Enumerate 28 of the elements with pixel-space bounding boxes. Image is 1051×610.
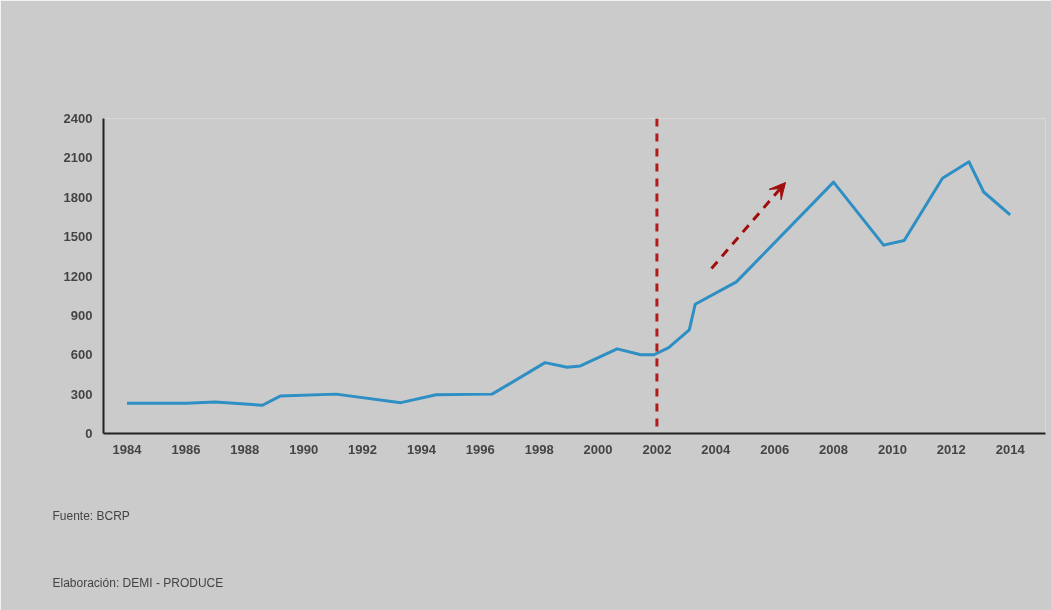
y-tick-label: 600: [70, 347, 93, 363]
y-tick-label: 0: [85, 426, 93, 441]
x-tick-label: 2008: [819, 441, 849, 457]
x-tick-label: 1986: [171, 441, 201, 457]
x-tick-label: 1984: [112, 441, 143, 457]
y-tick-label: 2400: [63, 111, 93, 126]
x-tick-label: 1988: [230, 441, 260, 457]
y-tick-label: 1800: [63, 189, 93, 205]
line-series: [125, 160, 1012, 407]
y-tick-label: 300: [70, 386, 93, 402]
y-tick-label: 900: [70, 307, 93, 323]
x-tick-label: 2000: [583, 441, 613, 457]
y-tick-label: 1500: [63, 229, 93, 245]
x-tick-label: 2012: [936, 441, 966, 457]
x-tick-label: 2014: [995, 441, 1026, 457]
x-tick-label: 1994: [406, 441, 437, 457]
x-tick-label: 2004: [701, 441, 732, 457]
x-tick-label: 2010: [877, 441, 907, 457]
x-tick-label: 2002: [642, 441, 672, 457]
x-tick-label: 2006: [760, 441, 790, 457]
x-tick-label: 1996: [465, 441, 495, 457]
x-tick-label: 1992: [348, 441, 378, 457]
x-tick-label: 1990: [289, 441, 319, 457]
y-tick-label: 2100: [63, 150, 93, 166]
x-tick-label: 1998: [524, 441, 554, 457]
source-note: Fuente: BCRP: [52, 508, 130, 523]
y-tick-label: 1200: [63, 268, 93, 284]
text: Elaboración: DEMI - PRODUCE: [52, 575, 224, 590]
